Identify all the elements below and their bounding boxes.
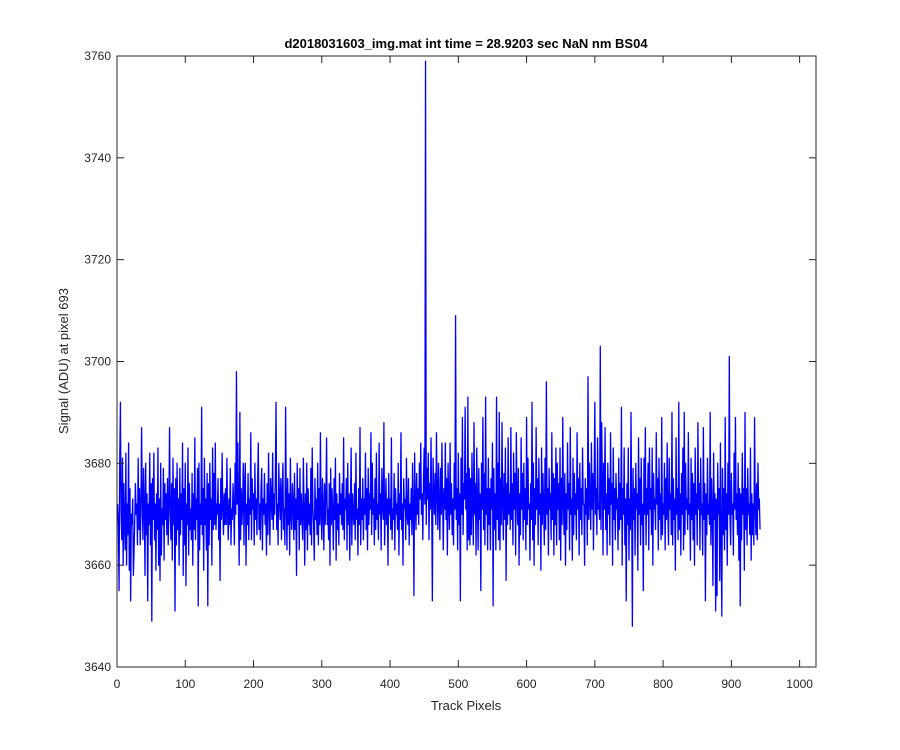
y-axis: 3640 3660 3680 3700 3720 3740 3760 [84,49,816,674]
x-tick-label: 800 [653,677,673,691]
x-tick-label: 900 [721,677,741,691]
x-tick-label: 0 [114,677,121,691]
x-tick-label: 200 [244,677,264,691]
y-tick-label: 3760 [84,49,111,63]
y-tick-label: 3660 [84,558,111,572]
series-line [117,60,761,627]
y-axis-label: Signal (ADU) at pixel 693 [56,288,71,434]
y-tick-label: 3700 [84,355,111,369]
x-tick-label: 400 [380,677,400,691]
x-tick-label: 500 [448,677,468,691]
plot-content [117,60,761,627]
x-axis: 0 100 200 300 400 500 600 700 800 900 1000 [114,56,813,691]
x-tick-label: 300 [312,677,332,691]
y-tick-label: 3640 [84,660,111,674]
plot-area [117,56,816,667]
x-tick-label: 1000 [786,677,813,691]
x-tick-label: 100 [175,677,195,691]
x-tick-label: 700 [585,677,605,691]
x-tick-label: 600 [517,677,537,691]
y-tick-label: 3680 [84,456,111,470]
x-axis-label: Track Pixels [431,698,502,713]
chart-title: d2018031603_img.mat int time = 28.9203 s… [284,36,648,51]
y-tick-label: 3740 [84,151,111,165]
y-tick-label: 3720 [84,253,111,267]
